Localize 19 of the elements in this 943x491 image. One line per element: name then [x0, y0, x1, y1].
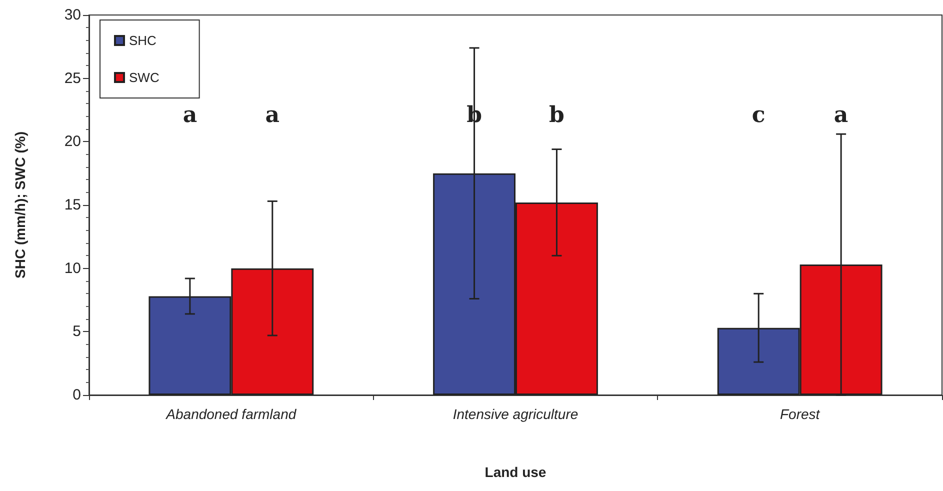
y-tick-label: 5 [72, 323, 81, 340]
y-axis-title: SHC (mm/h); SWC (%) [12, 132, 28, 278]
y-tick-label: 25 [64, 70, 81, 87]
x-axis-title: Land use [484, 464, 546, 480]
y-tick-label: 0 [72, 386, 81, 404]
x-tick-label: Intensive agriculture [452, 406, 578, 422]
x-tick-label: Forest [780, 406, 821, 422]
y-tick-label: 30 [64, 6, 81, 24]
annotation: c [752, 102, 766, 128]
annotation: a [834, 102, 848, 128]
y-tick-label: 15 [64, 196, 81, 214]
y-tick-label: 20 [64, 133, 81, 150]
legend-label: SWC [129, 70, 160, 85]
x-tick-label: Abandoned farmland [165, 406, 298, 422]
annotation: a [265, 102, 280, 128]
annotation: a [182, 102, 198, 128]
y-tick-label: 10 [64, 260, 81, 277]
legend-label: SHC [129, 33, 156, 48]
annotation: b [549, 102, 564, 128]
